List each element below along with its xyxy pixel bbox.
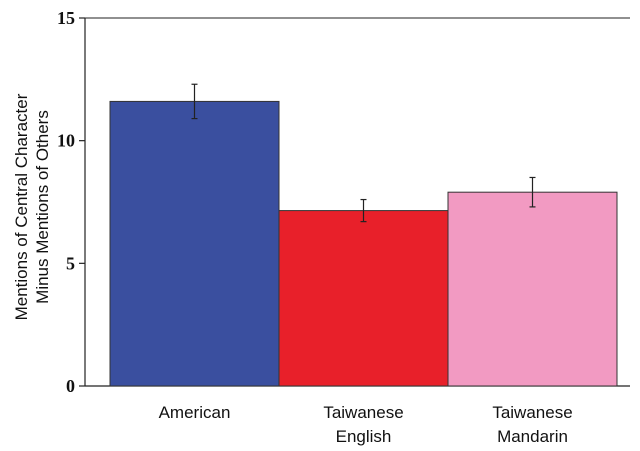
x-tick-label: English xyxy=(336,427,392,446)
bars xyxy=(109,100,618,387)
x-tick-label: American xyxy=(159,403,231,422)
y-axis-label-line: Mentions of Central Character xyxy=(12,93,31,320)
x-ticks: American Taiwanese English Taiwanese Mandari… xyxy=(159,403,573,446)
bar xyxy=(109,100,280,387)
y-tick-label: 0 xyxy=(66,376,75,396)
y-axis-label-line: Minus Mentions of Others xyxy=(33,110,52,304)
bar xyxy=(447,191,618,387)
y-tick-label: 5 xyxy=(66,253,75,273)
error-bars xyxy=(191,83,536,223)
x-tick-label: Taiwanese xyxy=(492,403,572,422)
y-tick-label: 10 xyxy=(57,131,75,151)
y-tick-label: 15 xyxy=(57,8,75,28)
x-tick-label: Taiwanese xyxy=(323,403,403,422)
bar xyxy=(278,210,449,387)
y-axis-label: Mentions of Central Character Minus Menti… xyxy=(12,93,52,320)
y-ticks: 0 5 10 15 xyxy=(57,8,85,396)
x-tick-label: Mandarin xyxy=(497,427,568,446)
